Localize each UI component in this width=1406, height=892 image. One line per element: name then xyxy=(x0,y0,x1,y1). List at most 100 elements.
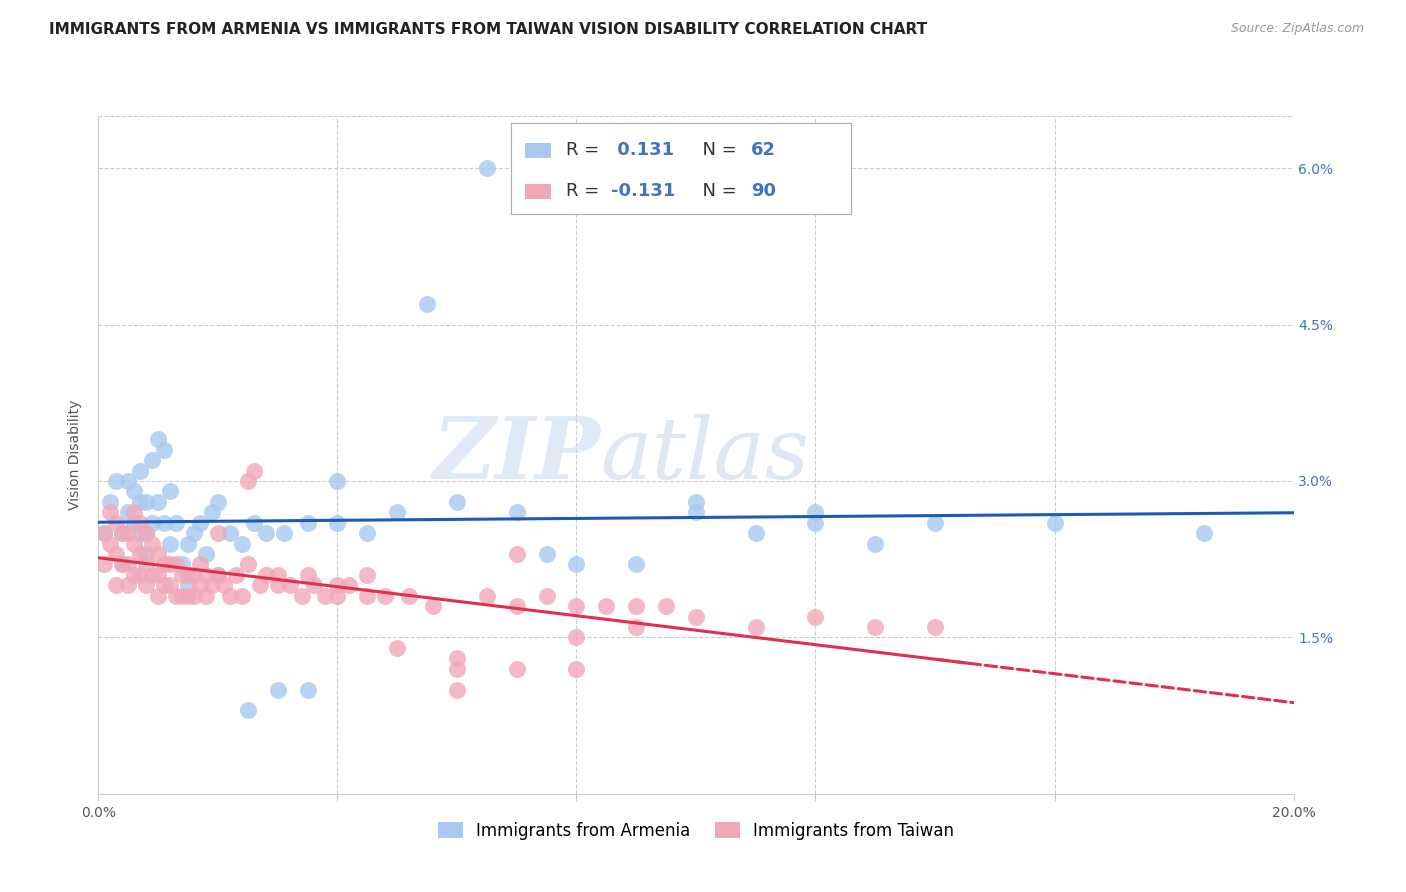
Point xyxy=(177,589,200,603)
Point xyxy=(267,682,290,697)
Point xyxy=(565,662,588,676)
Point xyxy=(398,589,420,603)
Point xyxy=(326,578,349,592)
Point xyxy=(236,703,259,717)
Point xyxy=(111,558,134,572)
Text: N =: N = xyxy=(692,182,742,201)
Point xyxy=(148,432,170,446)
Point xyxy=(141,567,163,582)
Point xyxy=(153,578,176,592)
Text: -0.131: -0.131 xyxy=(612,182,675,201)
Point xyxy=(153,558,176,572)
Point xyxy=(111,558,134,572)
Point xyxy=(219,526,242,541)
Point xyxy=(135,526,157,541)
Point xyxy=(183,567,205,582)
Point xyxy=(565,558,588,572)
Point xyxy=(135,547,157,561)
Point xyxy=(297,682,319,697)
Text: 62: 62 xyxy=(751,141,776,159)
Point xyxy=(141,516,163,530)
Y-axis label: Vision Disability: Vision Disability xyxy=(69,400,83,510)
Point xyxy=(278,578,301,592)
Point xyxy=(105,578,128,592)
Point xyxy=(135,526,157,541)
Point xyxy=(148,589,170,603)
FancyBboxPatch shape xyxy=(510,123,852,214)
Point xyxy=(225,567,247,582)
Point xyxy=(1192,526,1215,541)
Point xyxy=(195,589,218,603)
Point xyxy=(745,620,768,634)
Point xyxy=(626,620,648,634)
Point xyxy=(201,505,224,519)
Point xyxy=(506,547,529,561)
Point xyxy=(924,620,946,634)
Point xyxy=(446,682,468,697)
Point xyxy=(315,589,337,603)
Point xyxy=(148,495,170,509)
Point xyxy=(804,505,827,519)
Point xyxy=(626,599,648,614)
Point xyxy=(165,589,187,603)
Point xyxy=(135,558,157,572)
Point xyxy=(105,474,128,488)
Point xyxy=(297,516,319,530)
Point xyxy=(129,464,152,478)
Point xyxy=(339,578,361,592)
Text: 0.131: 0.131 xyxy=(612,141,675,159)
Point xyxy=(177,578,200,592)
Point xyxy=(159,484,181,499)
Point xyxy=(93,526,115,541)
Point xyxy=(536,547,558,561)
Point xyxy=(506,505,529,519)
Point xyxy=(129,526,152,541)
Text: R =: R = xyxy=(565,141,605,159)
Text: atlas: atlas xyxy=(600,414,810,496)
Point xyxy=(236,474,259,488)
Point xyxy=(201,578,224,592)
Point xyxy=(129,567,152,582)
Point xyxy=(267,578,290,592)
Point xyxy=(98,495,122,509)
Point xyxy=(117,526,139,541)
Point xyxy=(212,578,235,592)
Point xyxy=(129,547,152,561)
Point xyxy=(356,526,378,541)
Point xyxy=(326,589,349,603)
Point xyxy=(243,464,266,478)
Point xyxy=(446,662,468,676)
Point xyxy=(685,495,707,509)
Point xyxy=(98,536,122,550)
Point xyxy=(446,495,468,509)
Point xyxy=(188,578,211,592)
Point xyxy=(165,516,187,530)
Point xyxy=(254,567,277,582)
Point xyxy=(356,567,378,582)
Point xyxy=(297,567,319,582)
Point xyxy=(177,536,200,550)
Point xyxy=(231,536,253,550)
Point xyxy=(98,505,122,519)
Text: Source: ZipAtlas.com: Source: ZipAtlas.com xyxy=(1230,22,1364,36)
FancyBboxPatch shape xyxy=(524,184,551,199)
Point xyxy=(685,505,707,519)
Point xyxy=(124,516,146,530)
Point xyxy=(148,567,170,582)
Point xyxy=(105,516,128,530)
Point xyxy=(141,536,163,550)
Point xyxy=(231,589,253,603)
Point xyxy=(385,505,409,519)
Point xyxy=(124,567,146,582)
Point xyxy=(111,526,134,541)
Point xyxy=(129,516,152,530)
Point xyxy=(302,578,325,592)
Point xyxy=(254,526,277,541)
Point xyxy=(129,495,152,509)
Point xyxy=(924,516,946,530)
Point xyxy=(326,516,349,530)
Point xyxy=(148,547,170,561)
Point xyxy=(475,161,498,175)
Point xyxy=(565,599,588,614)
Point xyxy=(745,526,768,541)
